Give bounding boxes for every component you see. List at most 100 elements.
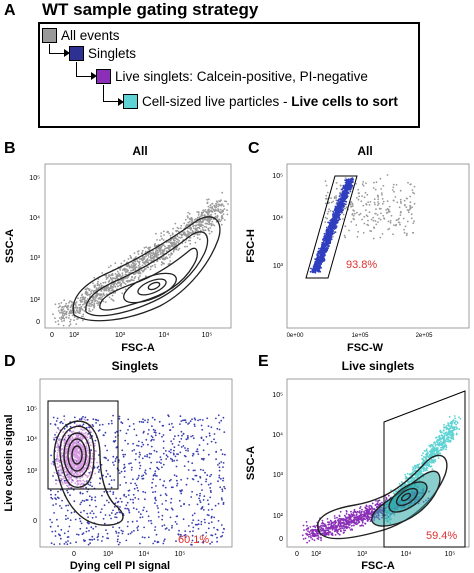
chart-c-point [349,190,352,193]
chart-d-point [98,482,101,485]
chart-b-point [122,281,124,283]
chart-b-point [104,301,107,303]
chart-c-point [386,200,389,203]
chart-c-point [326,248,328,250]
chart-d-point [59,465,61,468]
chart-d-point [62,431,65,433]
chart-d-point [148,452,151,455]
chart-d-point [170,486,173,489]
chart-d-point [202,449,205,452]
chart-b-point [162,244,165,246]
chart-d-point [65,504,67,507]
chart-d-point [122,455,125,458]
chart-b-point [169,234,172,237]
chart-d-point [187,525,190,527]
chart-b-point [128,266,131,269]
chart-b-point [172,227,175,230]
chart-d-point [67,440,70,443]
chart-c-point [343,200,346,203]
chart-b-point [188,217,191,220]
chart-d-point [201,458,204,460]
chart-b-point [54,321,57,323]
chart-c-point [385,212,388,214]
chart-b-point [197,211,200,213]
chart-b-point [127,279,129,282]
chart-d-point [76,464,78,467]
chart-c-point [347,180,350,182]
chart-d-point [80,522,83,525]
chart-d-point [149,467,152,470]
chart-b-point [63,312,66,315]
chart-b-point [103,289,106,292]
chart-d-point [108,483,111,486]
chart-d-point [166,509,169,511]
chart-c-point [404,225,407,228]
chart-d-point [175,475,178,478]
chart-b-point [68,314,71,317]
gate-swatch-live-singlets [96,69,111,84]
chart-d-point [79,491,82,494]
chart-b-point [61,320,63,322]
chart-d-point [82,532,85,534]
chart-b-point [84,296,87,299]
chart-d-point [187,469,190,471]
chart-c-point [323,245,326,247]
chart-b-point [211,207,214,210]
chart-c-point [323,246,326,249]
chart-c-point [382,184,385,187]
chart-d-point [196,523,199,526]
chart-d-point [115,516,118,519]
chart-d-point [55,503,57,505]
gate-connector-1 [49,44,65,54]
chart-b-point [179,237,182,239]
chart-d-point [179,535,182,538]
chart-b-point [221,203,223,206]
chart-c-point [366,223,369,226]
chart-b-point [137,264,140,267]
chart-c-point [351,184,354,187]
chart-d-point [165,454,168,457]
chart-b-point [202,219,205,222]
chart-b-point [134,260,137,263]
chart-b-point [102,288,104,291]
chart-b-point [145,275,147,278]
chart-b-point [206,219,208,221]
chart-d-point [207,425,210,427]
chart-d-point [156,466,158,469]
chart-c-plot-frame [286,163,470,329]
chart-d-point [191,462,194,465]
chart-d-point [138,451,141,454]
chart-c-point [413,220,415,222]
chart-b-point [169,256,171,258]
chart-c-point [405,206,408,208]
chart-b-point [143,262,146,265]
chart-d-point [160,458,163,461]
chart-b-point [96,294,99,297]
chart-d-point [89,430,92,433]
chart-d-point [93,442,96,445]
chart-c-point [330,201,333,204]
chart-c-point [362,185,365,187]
chart-d-point [121,422,124,425]
chart-d-point [105,529,107,531]
chart-b-point [197,224,200,226]
chart-d-point [210,491,212,493]
chart-d-point [80,465,82,468]
chart-b-point [52,313,54,316]
chart-b-point [91,301,94,304]
chart-b-point [223,208,226,210]
chart-d-point [50,496,53,499]
chart-d-point [192,519,195,522]
chart-b-point [99,282,102,285]
chart-b-point [121,292,124,295]
chart-d-point [76,471,78,474]
chart-c-point [411,206,413,209]
chart-b-point [94,285,96,288]
chart-d-point [155,533,158,536]
chart-c-point [370,218,373,221]
chart-b-point [120,262,123,265]
chart-d-point [222,531,224,534]
panel-letter-c: C [248,140,260,157]
chart-d-point [197,453,200,455]
chart-d-point [172,438,175,440]
